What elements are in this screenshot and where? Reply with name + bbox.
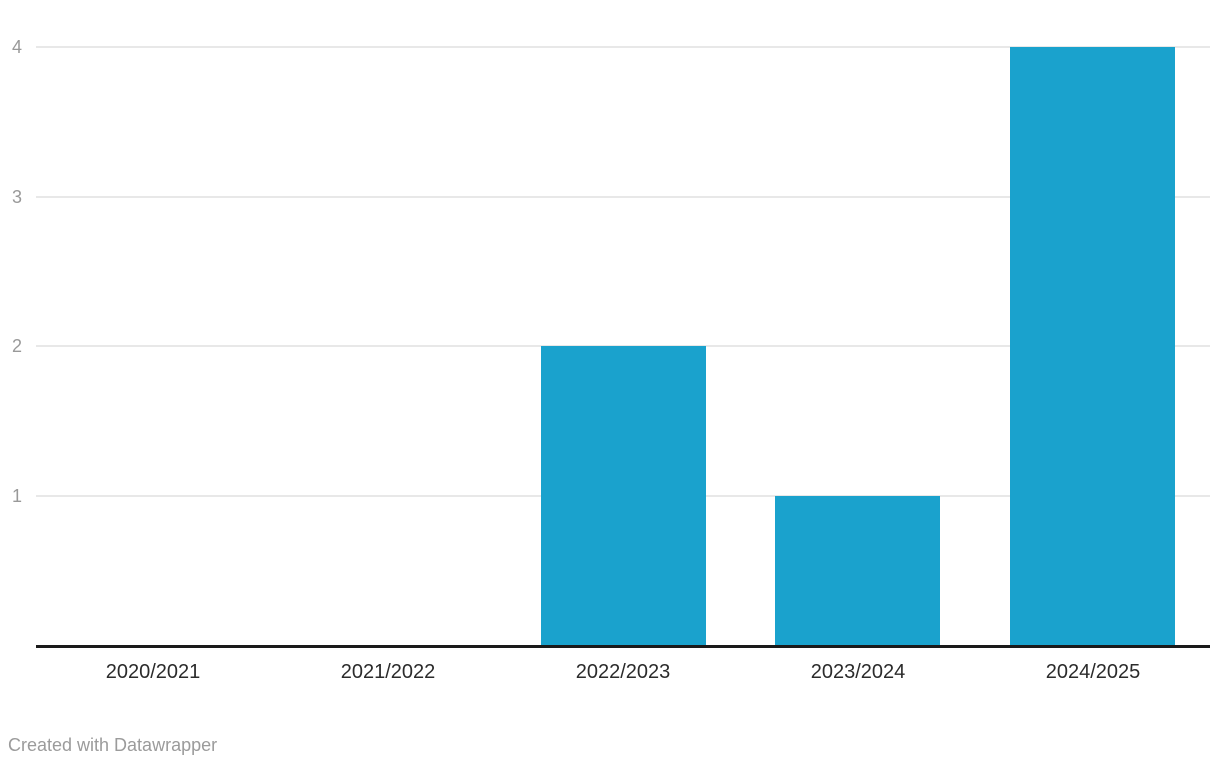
x-axis-line: [36, 645, 1210, 648]
datawrapper-attribution-link[interactable]: Created with Datawrapper: [8, 735, 218, 755]
bar-2024-2025[interactable]: [1010, 47, 1175, 645]
y-axis-tick-label: 4: [11, 37, 22, 57]
y-axis-tick-label: 3: [11, 187, 22, 207]
gridline-y-4: [36, 46, 1210, 48]
y-axis-tick-label: 1: [11, 486, 22, 506]
bar-2023-2024[interactable]: [775, 496, 940, 645]
x-axis-label-2020-2021: 2020/2021: [105, 661, 201, 683]
x-axis-label-2024-2025: 2024/2025: [1045, 661, 1141, 683]
y-axis-tick-label: 2: [11, 336, 22, 356]
x-axis-label-2022-2023: 2022/2023: [575, 661, 671, 683]
x-axis-label-2023-2024: 2023/2024: [810, 661, 906, 683]
gridline-y-3: [36, 196, 1210, 198]
x-axis-label-2021-2022: 2021/2022: [340, 661, 436, 683]
bar-2022-2023[interactable]: [541, 346, 706, 645]
